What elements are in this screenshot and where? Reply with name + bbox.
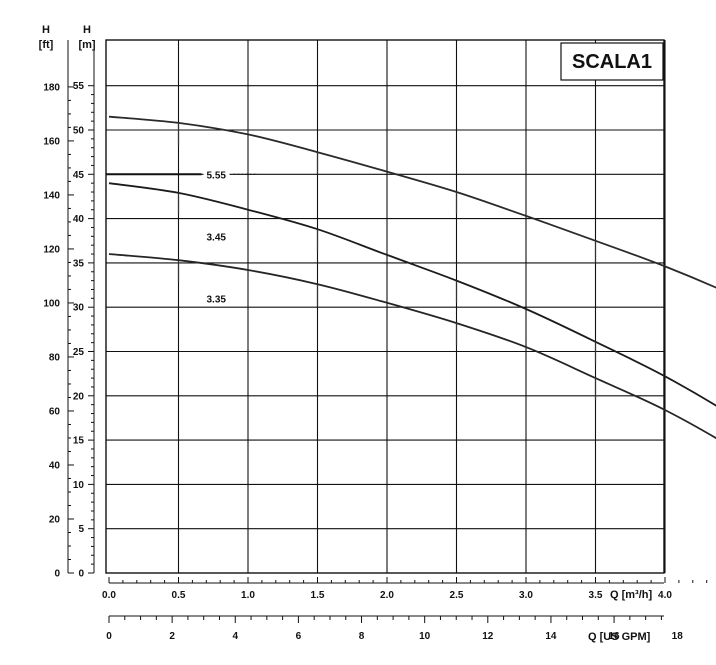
curve-label-3.35: 3.35 — [207, 294, 227, 305]
y-m-tick-label: 55 — [73, 81, 85, 92]
y-ft-tick-label: 160 — [43, 136, 60, 147]
x-tick-label: 4.0 — [658, 590, 672, 601]
y-m-tick-label: 50 — [73, 126, 85, 137]
x-axis-unit-label: Q [m³/h] — [610, 589, 652, 601]
x-tick-label: 3.0 — [519, 590, 533, 601]
x2-tick-label: 0 — [106, 631, 112, 642]
x2-tick-label: 2 — [169, 631, 175, 642]
curve-label-bg — [203, 230, 230, 244]
y-m-tick-label: 35 — [73, 258, 85, 269]
y-ft-tick-label: 140 — [43, 190, 60, 201]
curve-label-bg — [203, 168, 230, 182]
curve-5.55 — [108, 115, 716, 289]
y-ft-tick-label: 100 — [43, 298, 60, 309]
curve-3.45 — [108, 182, 716, 407]
y-ft-tick-label: 120 — [43, 244, 60, 255]
y-ft-tick-label: 80 — [49, 352, 61, 363]
performance-curves: 5.55 3.45 3.35 — [106, 115, 716, 440]
plot-frame — [105, 39, 665, 574]
y-ft-tick-label: 40 — [49, 460, 61, 471]
y-ft-tick-label: 0 — [54, 569, 60, 580]
y-m-tick-label: 5 — [78, 524, 84, 535]
x-tick-label: 2.5 — [450, 590, 464, 601]
x-tick-label: 1.0 — [241, 590, 255, 601]
x2-tick-label: 10 — [419, 631, 431, 642]
y-m-tick-label: 20 — [73, 391, 85, 402]
title-box — [560, 42, 664, 81]
y-ft-tick-label: 180 — [43, 82, 60, 93]
curve-label-3.45: 3.45 — [207, 232, 227, 243]
y-m-tick-label: 15 — [73, 436, 85, 447]
curve-label-bg — [203, 292, 230, 306]
x2-tick-label: 8 — [359, 631, 365, 642]
x2-axis-unit-label: Q [US GPM] — [588, 631, 651, 643]
y-left-unit: [ft] — [39, 39, 54, 51]
y-m-tick-label: 0 — [78, 569, 84, 580]
x-tick-label: 3.5 — [589, 590, 603, 601]
curve-label-5.55: 5.55 — [207, 170, 227, 181]
y-m-tick-label: 45 — [73, 170, 85, 181]
x2-tick-label: 4 — [232, 631, 238, 642]
y-ft-tick-label: 20 — [49, 514, 61, 525]
x-tick-label: 0.5 — [172, 590, 186, 601]
y-left-header: H — [42, 24, 50, 36]
y-m-tick-label: 30 — [73, 303, 85, 314]
grid — [105, 39, 666, 574]
x2-tick-label: 12 — [482, 631, 494, 642]
curve-3.35 — [108, 253, 716, 440]
x-tick-label: 2.0 — [380, 590, 394, 601]
x2-tick-label: 18 — [672, 631, 684, 642]
y-m-tick-label: 40 — [73, 214, 85, 225]
y-right-unit: [m] — [78, 39, 95, 51]
y-m-tick-label: 25 — [73, 347, 85, 358]
axes: 0510152025303540455055020406080100120140… — [43, 40, 708, 642]
y-ft-tick-label: 60 — [49, 406, 61, 417]
y-right-header: H — [83, 24, 91, 36]
x2-tick-label: 6 — [296, 631, 302, 642]
chart-title: SCALA1 — [572, 51, 652, 73]
y-m-tick-label: 10 — [73, 480, 85, 491]
x-tick-label: 0.0 — [102, 590, 116, 601]
x-tick-label: 1.5 — [311, 590, 325, 601]
x2-tick-label: 14 — [545, 631, 557, 642]
x2-tick-label: 16 — [609, 631, 621, 642]
